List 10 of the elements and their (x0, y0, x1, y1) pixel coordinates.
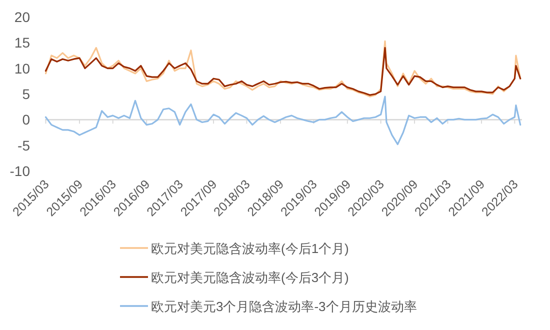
y-tick-label: 10 (14, 60, 30, 76)
y-tick-label: 0 (22, 112, 30, 128)
y-tick-label: -10 (10, 163, 30, 179)
y-tick-label: 20 (14, 9, 30, 25)
y-tick-label: -5 (18, 137, 30, 154)
legend-label: 欧元对美元隐含波动率(今后3个月) (151, 270, 349, 285)
y-tick-label: 5 (22, 86, 30, 102)
legend-label: 欧元对美元3个月隐含波动率-3个月历史波动率 (151, 299, 417, 314)
y-tick-label: 15 (14, 34, 30, 51)
legend-label: 欧元对美元隐含波动率(今后1个月) (151, 241, 349, 256)
